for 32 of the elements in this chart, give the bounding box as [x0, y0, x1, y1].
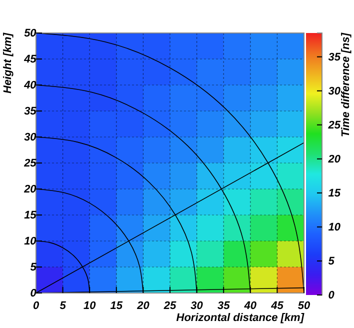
y-tick-label: 20	[23, 184, 38, 196]
color-bar-label: 20	[327, 153, 342, 166]
x-tick-label: 40	[243, 300, 258, 312]
x-tick-label: 25	[162, 300, 177, 312]
y-axis-title: Height [km]	[2, 32, 14, 94]
color-bar-label: 5	[328, 255, 336, 268]
x-tick-label: 15	[110, 300, 124, 312]
x-tick-label: 35	[217, 300, 231, 312]
color-bar-label: 35	[328, 51, 342, 64]
x-tick-label: 30	[190, 300, 204, 312]
color-bar-label: 25	[327, 119, 342, 132]
y-tick-label: 45	[23, 54, 38, 66]
y-tick-label: 5	[30, 262, 38, 274]
x-tick-label: 10	[83, 300, 97, 312]
color-bar-title: Time difference [ns]	[340, 32, 352, 138]
color-bar-label: 10	[328, 221, 342, 234]
y-tick-label: 25	[23, 158, 38, 170]
y-tick-label: 30	[24, 132, 38, 144]
x-tick-label: 50	[298, 300, 311, 312]
y-tick-label: 0	[30, 288, 38, 300]
y-tick-label: 10	[24, 236, 38, 248]
x-axis-title: Horizontal distance [km]	[176, 312, 304, 324]
y-tick-label: 40	[23, 80, 38, 92]
y-tick-label: 35	[24, 106, 38, 118]
x-tick-label: 20	[136, 300, 150, 312]
color-bar-label: 30	[328, 85, 342, 98]
color-bar-label: 15	[328, 187, 342, 200]
y-tick-label: 15	[24, 210, 38, 222]
x-tick-label: 45	[270, 300, 284, 312]
x-tick-label: 5	[60, 300, 67, 312]
y-tick-label: 50	[24, 28, 38, 40]
color-bar-label: 0	[328, 290, 336, 302]
